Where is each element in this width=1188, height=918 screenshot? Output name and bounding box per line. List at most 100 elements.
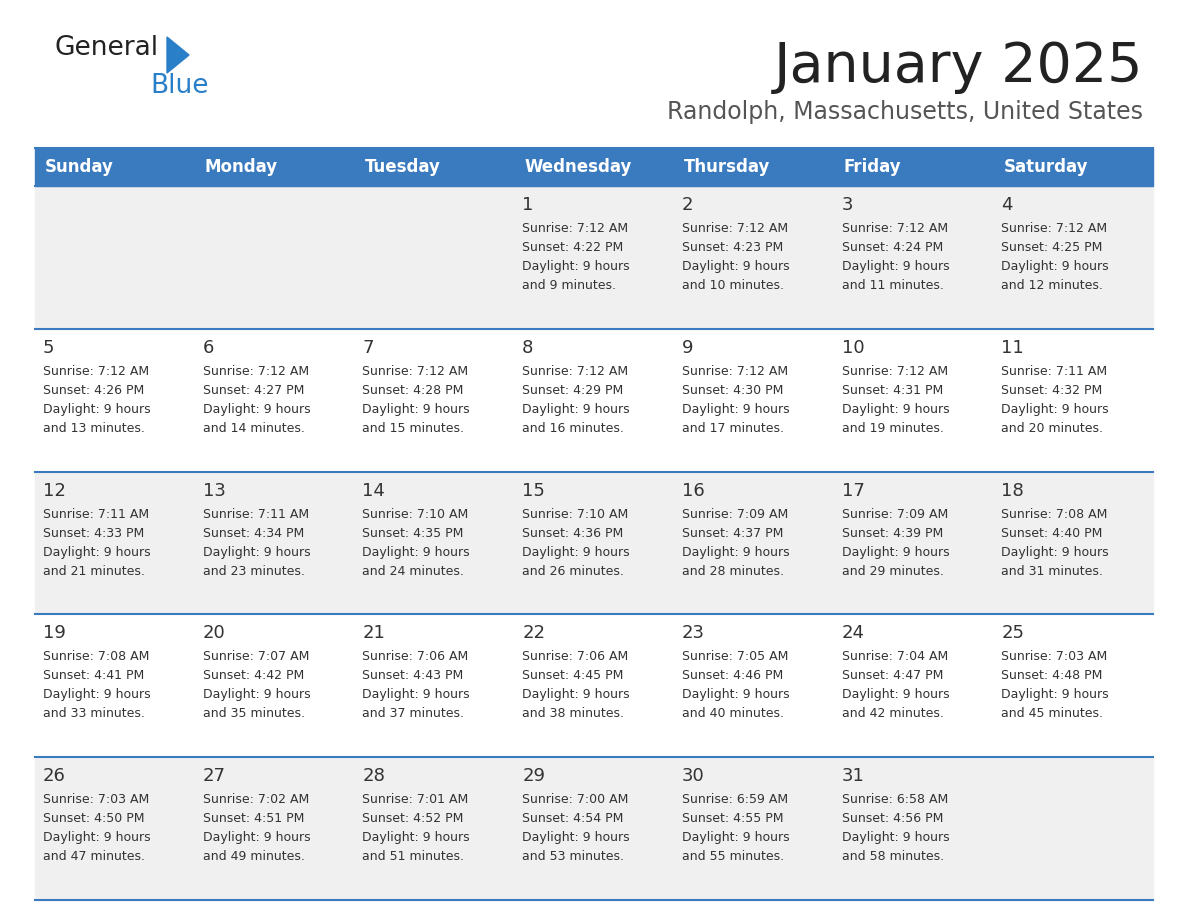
Text: Randolph, Massachusetts, United States: Randolph, Massachusetts, United States	[666, 100, 1143, 124]
Text: Daylight: 9 hours: Daylight: 9 hours	[362, 831, 470, 845]
Text: Sunrise: 7:01 AM: Sunrise: 7:01 AM	[362, 793, 469, 806]
Text: 13: 13	[203, 482, 226, 499]
Text: and 20 minutes.: and 20 minutes.	[1001, 421, 1104, 435]
Text: Sunset: 4:45 PM: Sunset: 4:45 PM	[523, 669, 624, 682]
Text: Sunrise: 7:12 AM: Sunrise: 7:12 AM	[362, 364, 468, 378]
Bar	[34, 614, 1154, 757]
Text: 18: 18	[1001, 482, 1024, 499]
Text: Sunrise: 7:03 AM: Sunrise: 7:03 AM	[43, 793, 150, 806]
Text: Sunset: 4:50 PM: Sunset: 4:50 PM	[43, 812, 145, 825]
Text: Sunrise: 7:08 AM: Sunrise: 7:08 AM	[1001, 508, 1107, 521]
Text: 6: 6	[203, 339, 214, 357]
Text: Sunrise: 7:11 AM: Sunrise: 7:11 AM	[203, 508, 309, 521]
Text: Sunrise: 7:12 AM: Sunrise: 7:12 AM	[523, 222, 628, 235]
Text: Sunset: 4:33 PM: Sunset: 4:33 PM	[43, 527, 144, 540]
Text: 31: 31	[841, 767, 865, 785]
Text: and 10 minutes.: and 10 minutes.	[682, 279, 784, 292]
Text: Daylight: 9 hours: Daylight: 9 hours	[841, 403, 949, 416]
Text: Daylight: 9 hours: Daylight: 9 hours	[203, 403, 310, 416]
Text: Sunrise: 7:10 AM: Sunrise: 7:10 AM	[523, 508, 628, 521]
Text: 4: 4	[1001, 196, 1013, 214]
Text: 20: 20	[203, 624, 226, 643]
Text: Sunset: 4:31 PM: Sunset: 4:31 PM	[841, 384, 943, 397]
Text: Sunset: 4:48 PM: Sunset: 4:48 PM	[1001, 669, 1102, 682]
Text: Sunset: 4:34 PM: Sunset: 4:34 PM	[203, 527, 304, 540]
Text: and 40 minutes.: and 40 minutes.	[682, 708, 784, 721]
Text: Sunset: 4:36 PM: Sunset: 4:36 PM	[523, 527, 624, 540]
Text: Sunrise: 7:12 AM: Sunrise: 7:12 AM	[523, 364, 628, 378]
Text: 26: 26	[43, 767, 65, 785]
Text: Monday: Monday	[204, 158, 278, 176]
Text: 8: 8	[523, 339, 533, 357]
Text: Daylight: 9 hours: Daylight: 9 hours	[523, 545, 630, 558]
Text: 16: 16	[682, 482, 704, 499]
Text: 5: 5	[43, 339, 55, 357]
Text: Thursday: Thursday	[684, 158, 770, 176]
Text: Daylight: 9 hours: Daylight: 9 hours	[1001, 545, 1108, 558]
Text: Daylight: 9 hours: Daylight: 9 hours	[523, 688, 630, 701]
Text: Sunset: 4:22 PM: Sunset: 4:22 PM	[523, 241, 624, 254]
Text: 2: 2	[682, 196, 694, 214]
Text: Sunrise: 7:12 AM: Sunrise: 7:12 AM	[841, 222, 948, 235]
Text: 28: 28	[362, 767, 385, 785]
Text: and 12 minutes.: and 12 minutes.	[1001, 279, 1104, 292]
Text: Sunrise: 7:09 AM: Sunrise: 7:09 AM	[841, 508, 948, 521]
Text: Sunrise: 6:59 AM: Sunrise: 6:59 AM	[682, 793, 788, 806]
Text: Sunset: 4:25 PM: Sunset: 4:25 PM	[1001, 241, 1102, 254]
Text: Sunrise: 7:12 AM: Sunrise: 7:12 AM	[682, 222, 788, 235]
Text: and 45 minutes.: and 45 minutes.	[1001, 708, 1104, 721]
Text: Friday: Friday	[843, 158, 902, 176]
Text: Sunrise: 7:05 AM: Sunrise: 7:05 AM	[682, 650, 788, 664]
Text: Sunset: 4:51 PM: Sunset: 4:51 PM	[203, 812, 304, 825]
Text: General: General	[55, 35, 159, 61]
Text: and 51 minutes.: and 51 minutes.	[362, 850, 465, 863]
Bar	[34, 186, 1154, 329]
Text: Sunrise: 7:02 AM: Sunrise: 7:02 AM	[203, 793, 309, 806]
Text: Sunset: 4:46 PM: Sunset: 4:46 PM	[682, 669, 783, 682]
Text: Daylight: 9 hours: Daylight: 9 hours	[362, 545, 470, 558]
Text: Sunset: 4:27 PM: Sunset: 4:27 PM	[203, 384, 304, 397]
Text: 1: 1	[523, 196, 533, 214]
Text: 22: 22	[523, 624, 545, 643]
Text: 9: 9	[682, 339, 694, 357]
Text: Daylight: 9 hours: Daylight: 9 hours	[43, 831, 151, 845]
Text: 27: 27	[203, 767, 226, 785]
Text: and 33 minutes.: and 33 minutes.	[43, 708, 145, 721]
Text: Sunset: 4:43 PM: Sunset: 4:43 PM	[362, 669, 463, 682]
Text: Sunday: Sunday	[45, 158, 114, 176]
Text: and 14 minutes.: and 14 minutes.	[203, 421, 304, 435]
Text: Sunrise: 7:06 AM: Sunrise: 7:06 AM	[523, 650, 628, 664]
Text: 19: 19	[43, 624, 65, 643]
Text: 17: 17	[841, 482, 865, 499]
Text: Sunrise: 7:08 AM: Sunrise: 7:08 AM	[43, 650, 150, 664]
Text: 12: 12	[43, 482, 65, 499]
Text: Sunrise: 7:07 AM: Sunrise: 7:07 AM	[203, 650, 309, 664]
Text: 3: 3	[841, 196, 853, 214]
Text: and 53 minutes.: and 53 minutes.	[523, 850, 624, 863]
Text: and 11 minutes.: and 11 minutes.	[841, 279, 943, 292]
Text: Daylight: 9 hours: Daylight: 9 hours	[203, 688, 310, 701]
Text: Daylight: 9 hours: Daylight: 9 hours	[682, 688, 790, 701]
Bar	[34, 329, 1154, 472]
Text: Daylight: 9 hours: Daylight: 9 hours	[523, 831, 630, 845]
Text: Tuesday: Tuesday	[365, 158, 441, 176]
Text: Sunrise: 7:12 AM: Sunrise: 7:12 AM	[43, 364, 150, 378]
Bar	[34, 472, 1154, 614]
Text: Sunset: 4:37 PM: Sunset: 4:37 PM	[682, 527, 783, 540]
Text: Sunrise: 7:09 AM: Sunrise: 7:09 AM	[682, 508, 788, 521]
Text: Daylight: 9 hours: Daylight: 9 hours	[841, 545, 949, 558]
Text: Sunset: 4:39 PM: Sunset: 4:39 PM	[841, 527, 943, 540]
Text: and 37 minutes.: and 37 minutes.	[362, 708, 465, 721]
Text: and 16 minutes.: and 16 minutes.	[523, 421, 624, 435]
Text: and 15 minutes.: and 15 minutes.	[362, 421, 465, 435]
Text: and 38 minutes.: and 38 minutes.	[523, 708, 624, 721]
Text: and 49 minutes.: and 49 minutes.	[203, 850, 304, 863]
Text: Daylight: 9 hours: Daylight: 9 hours	[523, 403, 630, 416]
Text: Daylight: 9 hours: Daylight: 9 hours	[682, 403, 790, 416]
Text: and 26 minutes.: and 26 minutes.	[523, 565, 624, 577]
Text: Saturday: Saturday	[1004, 158, 1088, 176]
Text: and 24 minutes.: and 24 minutes.	[362, 565, 465, 577]
Text: and 21 minutes.: and 21 minutes.	[43, 565, 145, 577]
Text: 11: 11	[1001, 339, 1024, 357]
Text: Sunrise: 6:58 AM: Sunrise: 6:58 AM	[841, 793, 948, 806]
